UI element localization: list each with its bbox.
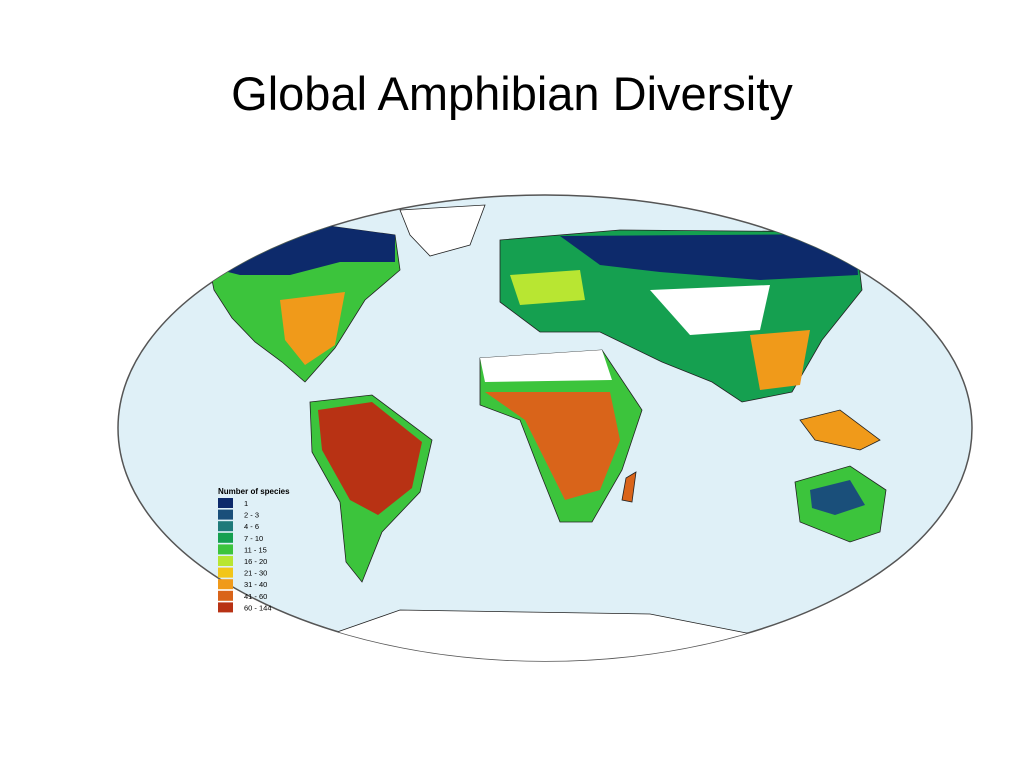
legend-swatch — [218, 602, 233, 613]
legend-label: 60 - 144 — [244, 603, 272, 612]
legend-swatch — [218, 579, 233, 590]
legend-label: 4 - 6 — [244, 522, 259, 531]
southeast-asia — [750, 330, 810, 390]
legend-label: 16 - 20 — [244, 557, 267, 566]
legend-label: 11 - 15 — [244, 545, 267, 554]
madagascar — [621, 471, 637, 503]
central-africa — [485, 392, 620, 500]
legend-swatch — [218, 532, 233, 543]
sahara — [480, 350, 612, 382]
legend-label: 31 - 40 — [244, 580, 267, 589]
legend-label: 7 - 10 — [244, 534, 263, 543]
greenland — [399, 204, 486, 257]
legend-swatch — [218, 521, 233, 532]
amazon — [318, 402, 422, 515]
legend-swatch — [218, 556, 233, 566]
legend-swatch — [218, 509, 233, 520]
legend-swatch — [218, 590, 233, 601]
siberia — [560, 234, 858, 280]
legend-label: 2 - 3 — [244, 511, 259, 520]
legend: Number of species 1 2 - 3 4 - 6 7 - 10 11 - … — [218, 487, 290, 613]
legend-label: 1 — [244, 499, 248, 508]
indonesia — [799, 409, 881, 451]
europe — [510, 270, 585, 305]
legend-swatch — [218, 498, 233, 508]
slide-title: Global Amphibian Diversity — [231, 67, 793, 120]
legend-swatch — [218, 567, 233, 578]
legend-swatch — [218, 544, 233, 555]
central-asia — [650, 285, 770, 335]
legend-title: Number of species — [218, 487, 290, 496]
legend-label: 21 - 30 — [244, 569, 267, 578]
north-america-southeast — [280, 292, 345, 365]
continents — [204, 204, 887, 661]
australia-interior — [810, 480, 865, 515]
legend-label: 41 - 60 — [244, 592, 267, 601]
